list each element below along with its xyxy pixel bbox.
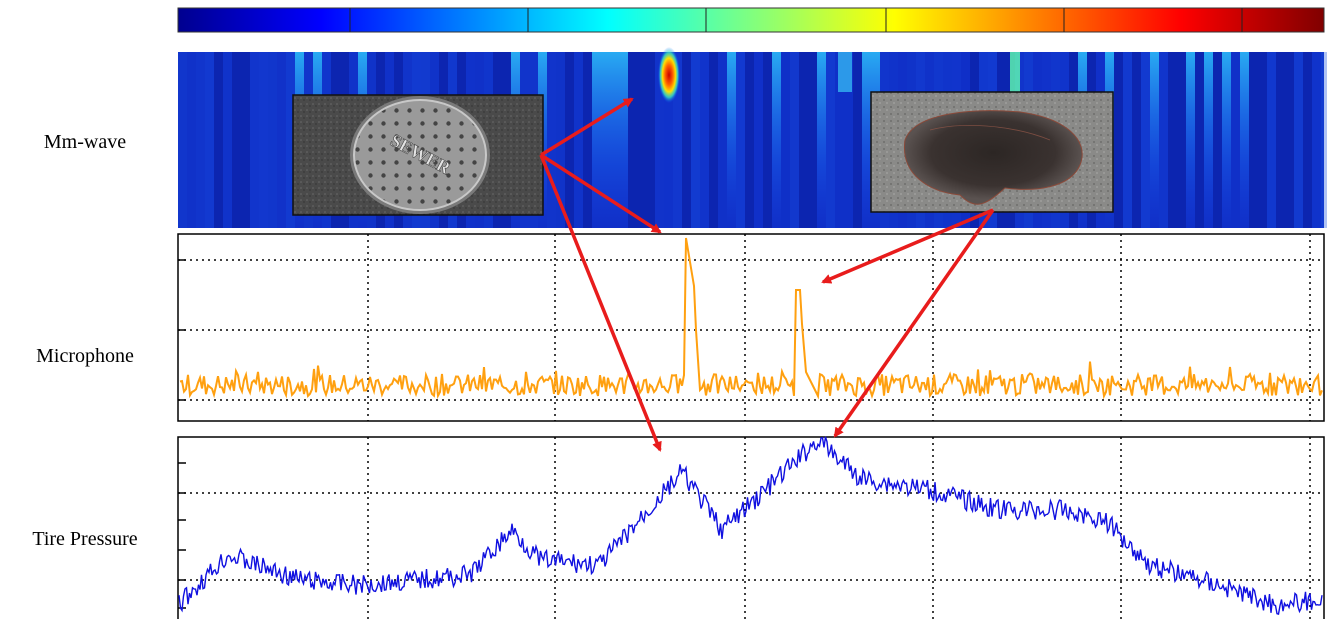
heatmap-column xyxy=(1267,52,1276,228)
heatmap-column xyxy=(1186,52,1195,228)
heatmap-column xyxy=(736,52,745,228)
heatmap-column xyxy=(241,52,250,228)
heatmap-column xyxy=(583,52,592,228)
heatmap-column xyxy=(700,52,709,228)
heatmap-column xyxy=(1321,52,1327,228)
heatmap-column xyxy=(1303,52,1312,228)
heatmap-column xyxy=(277,52,286,228)
heatmap-column xyxy=(196,52,205,228)
heatmap-column xyxy=(673,52,682,228)
arrow-manhole-to-mic-peak xyxy=(540,153,662,234)
heatmap-column xyxy=(574,52,583,228)
heatmap-column xyxy=(601,52,610,228)
heatmap-column xyxy=(547,52,556,228)
microphone-plot xyxy=(177,233,1325,422)
heatmap-column xyxy=(790,52,799,228)
heatmap-hotspot-pothole xyxy=(1010,52,1020,92)
tire-pressure-signal-line xyxy=(178,436,1323,615)
heatmap-column xyxy=(286,52,295,228)
heatmap-column xyxy=(592,52,601,228)
tire-pressure-plot xyxy=(177,436,1325,619)
label-microphone: Microphone xyxy=(36,345,134,367)
heatmap-column xyxy=(1222,52,1231,228)
heatmap-column xyxy=(1294,52,1303,228)
heatmap-column xyxy=(1231,52,1240,228)
heatmap-column xyxy=(1132,52,1141,228)
heatmap-column xyxy=(1159,52,1168,228)
heatmap-column xyxy=(1123,52,1132,228)
heatmap-column xyxy=(619,52,628,228)
arrow-manhole-to-tire xyxy=(539,154,662,452)
heatmap-column xyxy=(799,52,808,228)
heatmap-column xyxy=(862,52,871,228)
heatmap-column xyxy=(772,52,781,228)
heatmap-column xyxy=(1240,52,1249,228)
heatmap-column xyxy=(655,52,664,228)
annotation-arrows xyxy=(539,97,995,452)
heatmap-column xyxy=(727,52,736,228)
heatmap-column xyxy=(610,52,619,228)
heatmap-column xyxy=(1258,52,1267,228)
heatmap-column xyxy=(250,52,259,228)
heatmap-column xyxy=(1213,52,1222,228)
heatmap-column xyxy=(178,52,187,228)
heatmap-column xyxy=(691,52,700,228)
heatmap-column xyxy=(628,52,637,228)
heatmap-column xyxy=(1141,52,1150,228)
heatmap-column xyxy=(223,52,232,228)
heatmap-column xyxy=(718,52,727,228)
colorbar xyxy=(177,7,1325,33)
heatmap-column xyxy=(826,52,835,228)
manhole-cover-photo: SEWER xyxy=(292,94,544,216)
heatmap-column xyxy=(682,52,691,228)
heatmap-column xyxy=(1195,52,1204,228)
heatmap-column xyxy=(1276,52,1285,228)
heatmap-column xyxy=(763,52,772,228)
pothole-photo xyxy=(870,91,1114,213)
arrow-pothole-to-tire xyxy=(833,208,995,438)
colorbar-ticks xyxy=(349,8,1243,32)
heatmap-column xyxy=(1204,52,1213,228)
heatmap-column xyxy=(556,52,565,228)
arrow-pothole-to-mic-peak xyxy=(821,208,994,284)
heatmap-column xyxy=(205,52,214,228)
heatmap-column xyxy=(853,52,862,228)
heatmap-column xyxy=(187,52,196,228)
arrow-manhole-to-heatmap xyxy=(540,97,634,157)
heatmap-column xyxy=(781,52,790,228)
heatmap-column xyxy=(1249,52,1258,228)
heatmap-column xyxy=(1150,52,1159,228)
heatmap-column xyxy=(259,52,268,228)
heatmap-column xyxy=(1312,52,1321,228)
heatmap-column xyxy=(1168,52,1177,228)
heatmap-column xyxy=(565,52,574,228)
label-tire-pressure: Tire Pressure xyxy=(32,528,138,550)
heatmap-column xyxy=(268,52,277,228)
heatmap-column xyxy=(646,52,655,228)
heatmap-column xyxy=(808,52,817,228)
heatmap-column xyxy=(1114,52,1123,228)
heatmap-column xyxy=(232,52,241,228)
heatmap-column xyxy=(664,52,673,228)
label-mmwave: Mm-wave xyxy=(43,131,127,153)
heatmap-column xyxy=(1177,52,1186,228)
heatmap-column xyxy=(637,52,646,228)
heatmap-column xyxy=(745,52,754,228)
heatmap-column xyxy=(709,52,718,228)
heatmap-stripe xyxy=(838,52,852,92)
heatmap-column xyxy=(1285,52,1294,228)
heatmap-column xyxy=(817,52,826,228)
heatmap-column xyxy=(754,52,763,228)
heatmap-column xyxy=(214,52,223,228)
microphone-signal-line xyxy=(179,237,1323,400)
heatmap-hotspot-manhole xyxy=(658,47,680,103)
microphone-grid xyxy=(178,234,1324,421)
